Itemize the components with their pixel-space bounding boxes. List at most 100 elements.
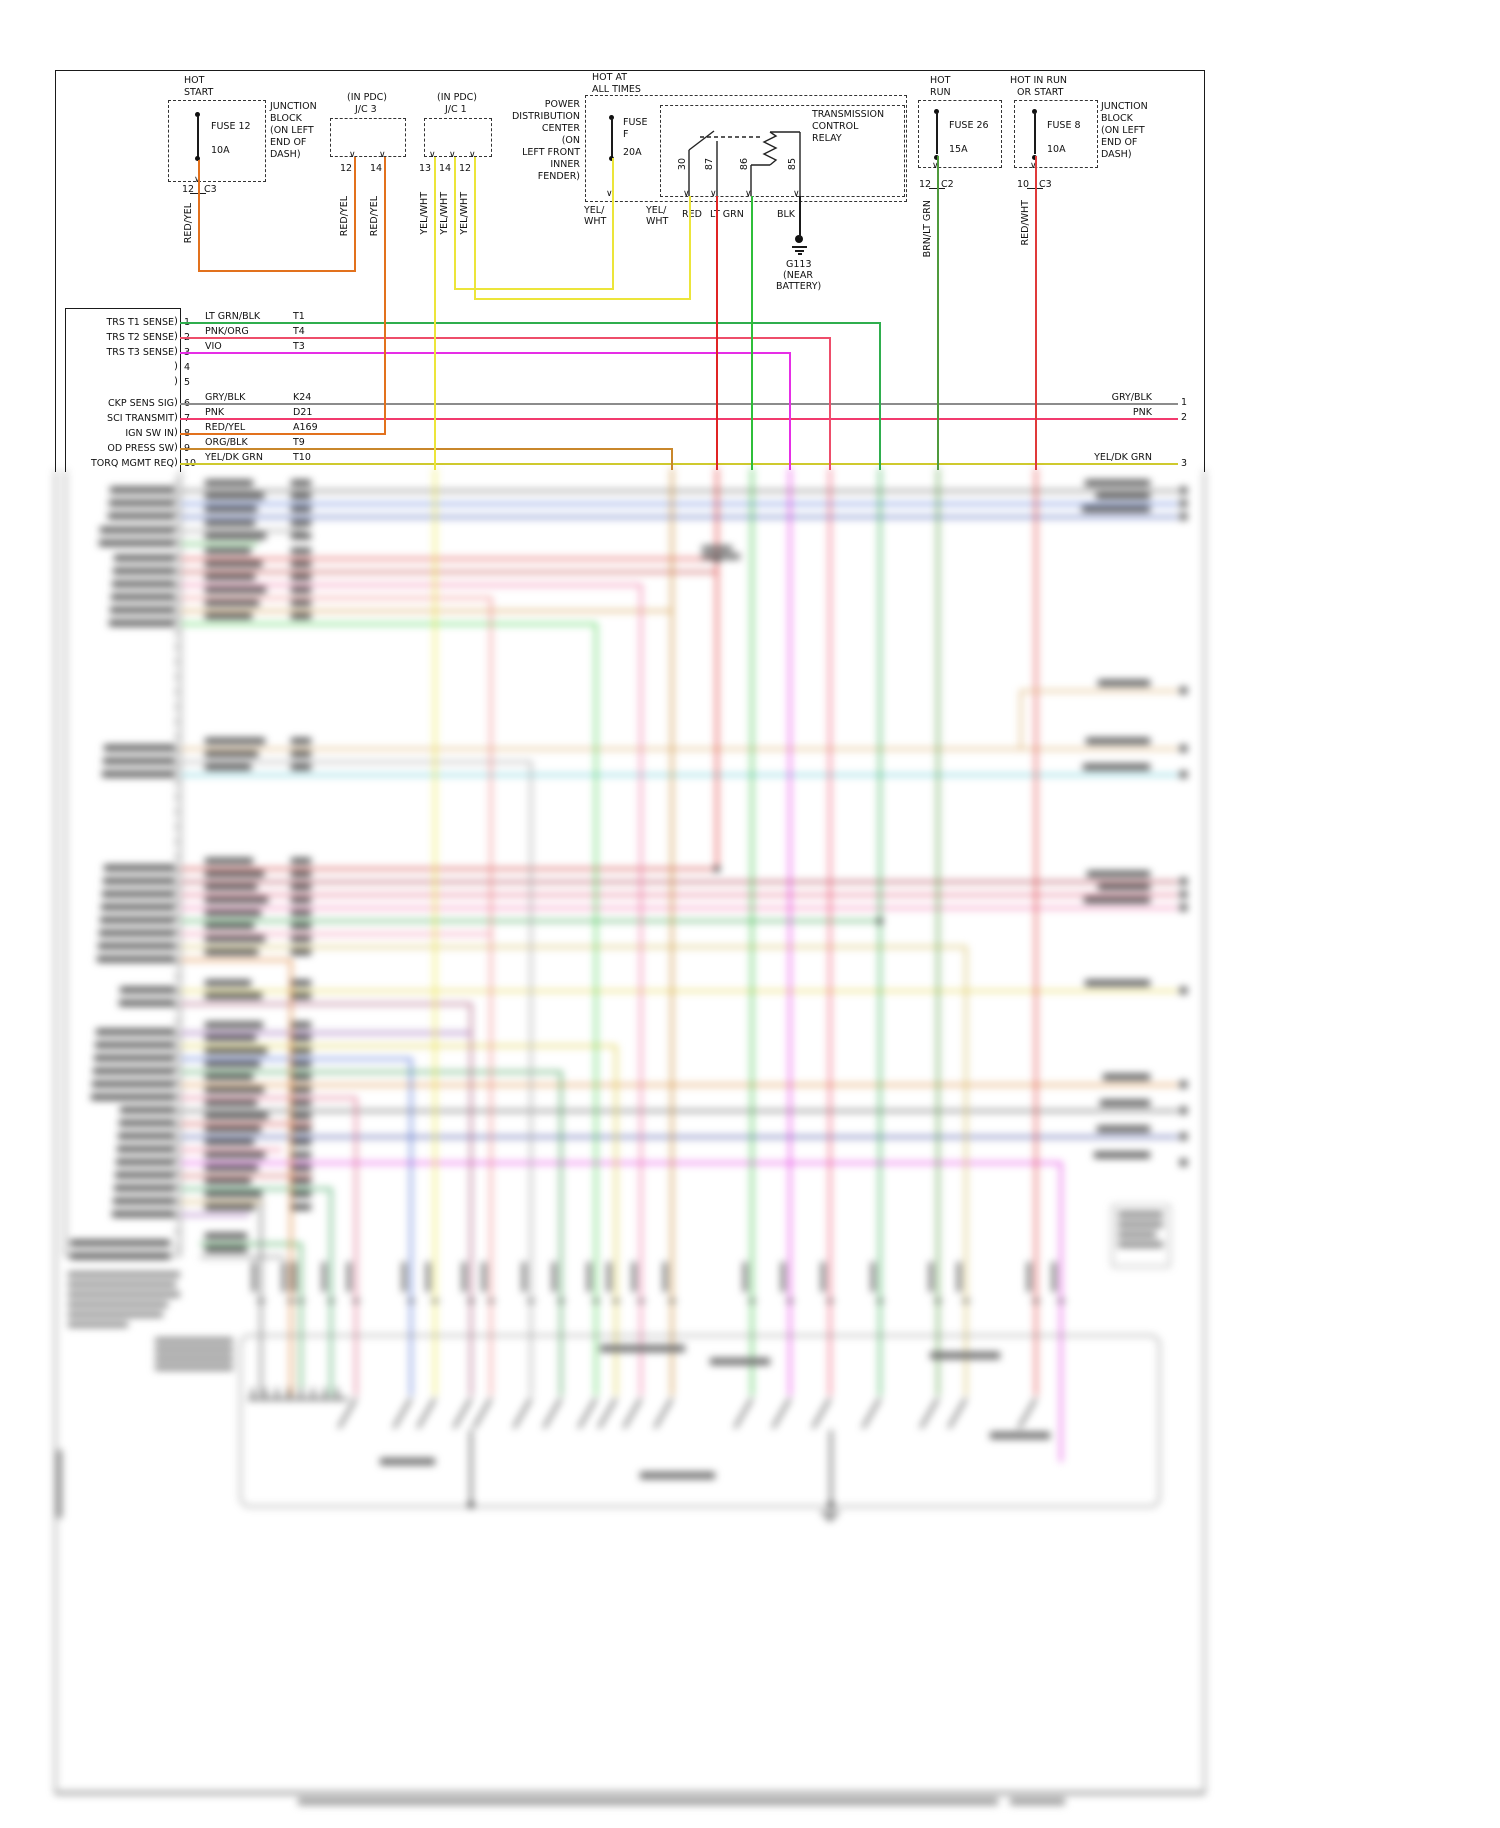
blur-decor — [180, 1201, 264, 1203]
blur-decor — [287, 1300, 295, 1302]
blur-decor — [120, 1107, 175, 1113]
blur-decor: ) — [174, 1047, 178, 1058]
blur-decor — [470, 1430, 472, 1504]
junction-block-note: END OF — [270, 137, 307, 148]
blur-decor — [155, 1365, 233, 1370]
blur-decor — [962, 1300, 970, 1302]
blur-decor — [957, 1262, 961, 1292]
ground-note: (NEAR — [783, 270, 813, 281]
fuse-terminal — [1032, 155, 1037, 160]
blur-decor — [110, 607, 175, 613]
blur-decor — [1035, 468, 1037, 1396]
blur-decor — [98, 943, 175, 949]
hot-at-all-times: ALL TIMES — [592, 84, 641, 95]
pdc-note: DISTRIBUTION — [511, 111, 580, 122]
exit-number: 3 — [1181, 458, 1188, 469]
blur-decor — [291, 520, 311, 526]
blur-decor — [180, 1071, 562, 1073]
blur-decor — [1084, 897, 1150, 903]
blur-decor — [180, 1162, 1062, 1164]
blur-decor — [291, 1087, 311, 1093]
blur-decor: ) — [174, 1242, 178, 1253]
blur-decor — [97, 956, 175, 962]
page-border-right — [1204, 70, 1205, 472]
blur-decor — [291, 574, 311, 580]
blur-decor — [291, 1022, 311, 1028]
blur-decor — [322, 1262, 326, 1292]
blur-decor — [829, 468, 831, 1396]
pdc-note: LEFT FRONT — [522, 147, 580, 158]
blur-decor — [180, 571, 718, 573]
blur-decor — [291, 1100, 311, 1106]
blur-decor — [830, 1430, 832, 1504]
wire — [454, 157, 456, 290]
blur-decor — [595, 623, 597, 1396]
pdc-note: FENDER) — [537, 171, 580, 182]
pcm-box-right — [180, 308, 181, 472]
blur-decor — [180, 1003, 472, 1005]
blur-decor — [1082, 506, 1150, 512]
blur-decor — [205, 1087, 264, 1093]
blur-decor — [930, 1352, 1000, 1359]
blur-decor — [112, 581, 175, 587]
pcm-signal: TRS T3 SENSE — [106, 347, 175, 358]
blur-decor — [118, 1133, 175, 1139]
blur-decor — [702, 546, 732, 551]
page-border-left — [55, 70, 56, 472]
blur-decor: ) — [174, 1137, 178, 1148]
blur-decor — [257, 1300, 265, 1302]
blur-decor — [180, 1123, 312, 1125]
blur-decor — [180, 597, 492, 599]
blur-decor — [180, 558, 718, 560]
ground-symbol — [795, 250, 804, 252]
pcm-signal: OD PRESS SW — [107, 443, 174, 454]
blur-decor — [205, 1100, 257, 1106]
blur-decor — [1180, 1081, 1187, 1088]
blur-decor — [104, 745, 175, 751]
blur-decor — [291, 506, 311, 512]
pcm-box-top — [65, 308, 181, 309]
blur-decor — [1180, 1107, 1187, 1114]
exit-wire-label: PNK — [1132, 407, 1152, 418]
blur-decor: ) — [174, 552, 178, 563]
fuse-name: FUSE 26 — [949, 120, 989, 131]
blur-decor — [1180, 1159, 1187, 1166]
pdc-note: INNER — [550, 159, 580, 170]
blur-decor — [877, 918, 883, 924]
blur-decor: ) — [174, 582, 178, 593]
wire — [354, 157, 356, 272]
blur-decor — [663, 1262, 667, 1292]
hot-run-title: RUN — [930, 87, 951, 98]
blur-decor — [291, 1035, 311, 1041]
blur-decor — [155, 1356, 233, 1361]
blur-decor — [1204, 470, 1205, 1794]
blur-decor — [65, 1255, 181, 1256]
blur-decor — [102, 891, 175, 897]
hot-in-run-fuse-box — [1014, 100, 1098, 168]
blur-decor — [1032, 1300, 1040, 1302]
fuse-rating: 15A — [949, 144, 968, 155]
connector-mark: ∨ — [449, 150, 456, 160]
blur-decor: ) — [174, 882, 178, 893]
hot-in-run-title: HOT IN RUN — [1010, 75, 1068, 86]
blur-decor — [552, 1262, 556, 1292]
blur-decor — [180, 748, 1178, 750]
blur-decor — [291, 949, 311, 955]
junction-block-note: DASH) — [270, 149, 301, 160]
pin-number: 12 — [919, 179, 932, 190]
blur-decor — [929, 1262, 933, 1292]
hot-run-title: HOT — [930, 75, 951, 86]
connector-mark: ∨ — [683, 189, 690, 199]
wire — [751, 196, 753, 470]
blur-decor — [607, 1262, 611, 1292]
wire — [180, 403, 1178, 405]
jc3-title: J/C 3 — [355, 104, 377, 115]
blur-decor — [825, 1516, 835, 1518]
fuse-rating: 10A — [211, 145, 230, 156]
blur-decor: ) — [174, 612, 178, 623]
blur-decor: ) — [174, 822, 178, 833]
blur-decor — [68, 1282, 176, 1287]
pin-bracket: ) — [174, 412, 178, 423]
blur-decor — [112, 1211, 175, 1217]
blur-decor: ) — [174, 792, 178, 803]
